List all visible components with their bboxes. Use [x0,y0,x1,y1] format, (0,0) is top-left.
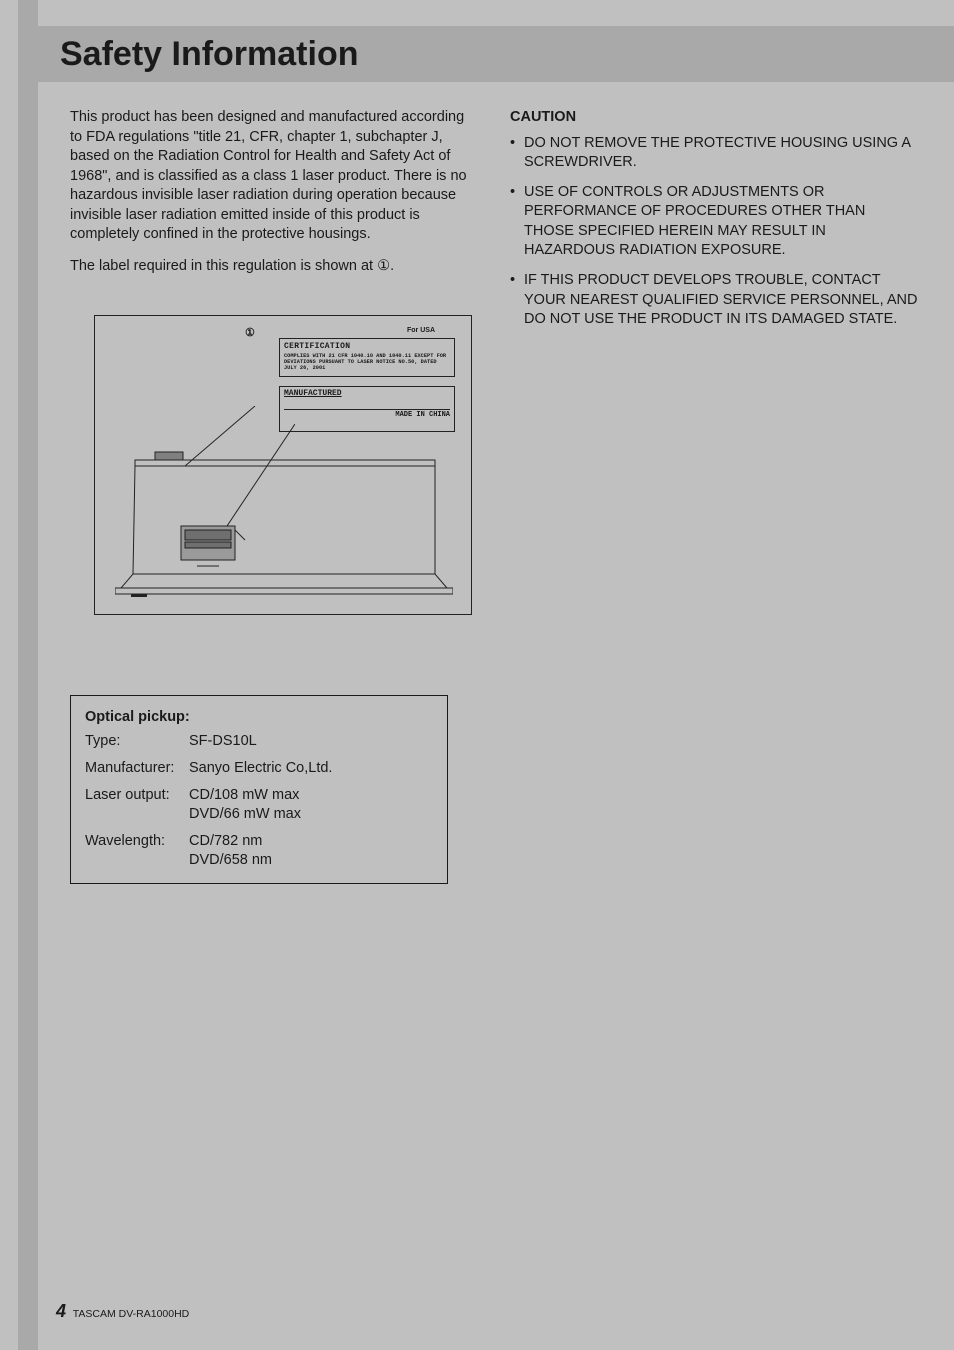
left-column: This product has been designed and manuf… [70,108,478,884]
caution-item: USE OF CONTROLS OR ADJUSTMENTS OR PERFOR… [510,183,918,261]
optical-row-laser: Laser output: CD/108 mW max DVD/66 mW ma… [85,786,433,824]
certification-label: CERTIFICATION COMPLIES WITH 21 CFR 1040.… [279,338,455,377]
optical-wave-value: CD/782 nm DVD/658 nm [189,832,272,870]
intro-paragraph-1: This product has been designed and manuf… [70,108,478,245]
right-column: CAUTION DO NOT REMOVE THE PROTECTIVE HOU… [510,108,918,884]
device-chassis-icon [115,448,453,598]
manufactured-label: MANUFACTURED MADE IN CHINA [279,386,455,432]
diagram-marker: ① [245,326,255,341]
label-diagram: ① For USA CERTIFICATION COMPLIES WITH 21… [94,315,472,615]
caution-list: DO NOT REMOVE THE PROTECTIVE HOUSING USI… [510,134,918,330]
optical-row-manufacturer: Manufacturer: Sanyo Electric Co,Ltd. [85,759,433,778]
optical-mfr-label: Manufacturer: [85,759,189,778]
caution-heading: CAUTION [510,108,918,128]
page-footer: 4 TASCAM DV-RA1000HD [56,1301,189,1322]
intro-block: This product has been designed and manuf… [70,108,478,277]
optical-type-label: Type: [85,732,189,751]
optical-row-wavelength: Wavelength: CD/782 nm DVD/658 nm [85,832,433,870]
optical-pickup-box: Optical pickup: Type: SF-DS10L Manufactu… [70,695,448,885]
optical-title: Optical pickup: [85,708,433,727]
cert-body: COMPLIES WITH 21 CFR 1040.10 AND 1040.11… [284,353,450,371]
page-title: Safety Information [60,35,358,74]
optical-type-value: SF-DS10L [189,732,257,751]
intro-paragraph-2: The label required in this regulation is… [70,257,478,277]
manufactured-title: MANUFACTURED [284,389,450,400]
page: Safety Information This product has been… [0,0,954,1350]
caution-item: IF THIS PRODUCT DEVELOPS TROUBLE, CONTAC… [510,271,918,330]
left-vertical-band [18,0,38,1350]
page-number: 4 [56,1301,66,1321]
cert-title: CERTIFICATION [284,342,450,353]
caution-item: DO NOT REMOVE THE PROTECTIVE HOUSING USI… [510,134,918,173]
made-in-label: MADE IN CHINA [284,409,450,420]
optical-laser-label: Laser output: [85,786,189,824]
diagram-for-usa: For USA [407,326,435,335]
optical-row-type: Type: SF-DS10L [85,732,433,751]
title-band: Safety Information [38,26,954,82]
optical-wave-label: Wavelength: [85,832,189,870]
diagram-wrap: ① For USA CERTIFICATION COMPLIES WITH 21… [70,315,478,615]
optical-mfr-value: Sanyo Electric Co,Ltd. [189,759,332,778]
optical-laser-value: CD/108 mW max DVD/66 mW max [189,786,301,824]
content-columns: This product has been designed and manuf… [70,108,918,884]
footer-model: TASCAM DV-RA1000HD [73,1308,190,1320]
